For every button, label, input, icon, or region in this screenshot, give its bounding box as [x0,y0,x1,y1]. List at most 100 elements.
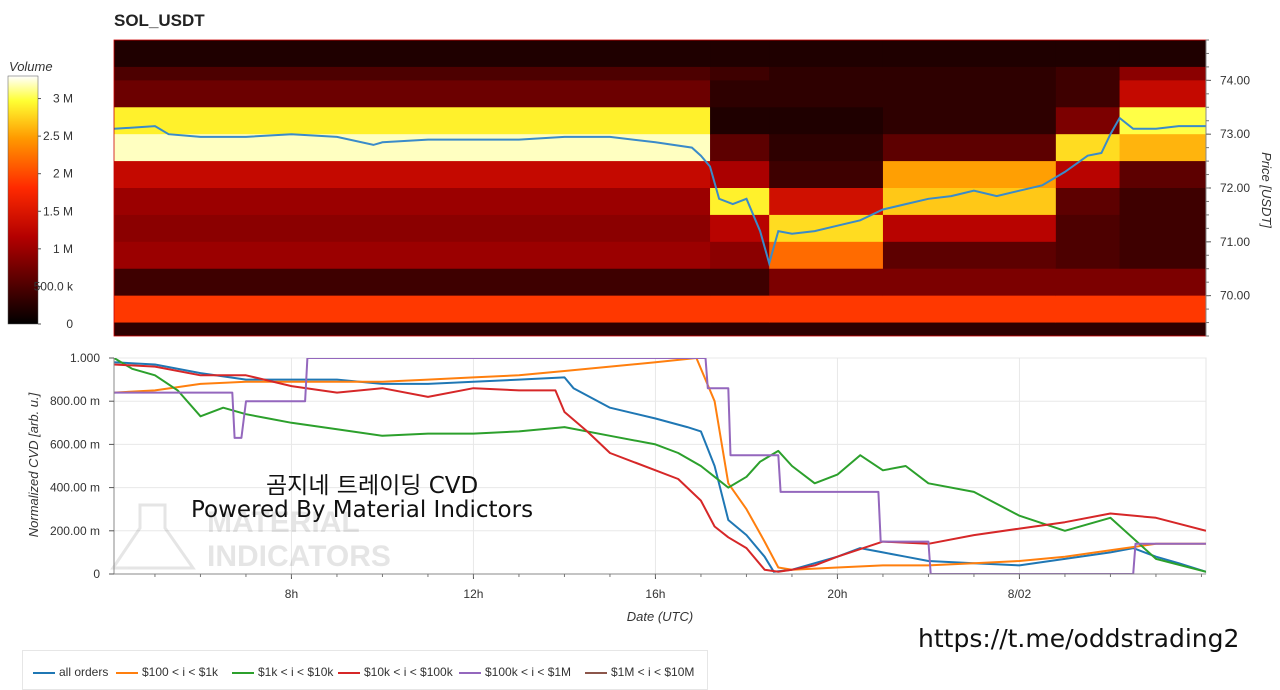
price-axis-tick-label: 71.00 [1220,235,1250,249]
telegram-link[interactable]: https://t.me/oddstrading2 [918,624,1240,653]
heatmap-cell [769,40,884,68]
heatmap-cell [114,40,711,68]
price-axis-tick-label: 70.00 [1220,289,1250,303]
heatmap-cell [1055,80,1121,108]
colorbar [7,75,39,325]
heatmap-cell [114,322,711,336]
cvd-y-tick-label: 800.00 m [50,394,100,408]
legend: all orders $100 < i < $1k $1k < i < $10k… [22,650,708,690]
cvd-grid [113,357,1207,575]
price-axis-tick-label: 72.00 [1220,181,1250,195]
material-indicators-logo: MATERIAL INDICATORS [110,503,391,573]
heatmap-cell [1055,161,1121,189]
heatmap-cell [114,214,711,243]
price-line [114,116,1206,267]
cvd-y-tick-label: 0 [93,567,100,581]
legend-item-1k-10k[interactable]: $1k < i < $10k [232,665,333,679]
legend-label: all orders [59,665,109,679]
heatmap-cell [1119,66,1206,81]
legend-item-100-1k[interactable]: $100 < i < $1k [116,665,218,679]
heatmap-cell [1055,107,1121,135]
heatmap-cell [1119,161,1206,189]
heatmap-cell [710,66,770,81]
legend-label: $10k < i < $100k [364,665,453,679]
heatmap-cell [882,66,1057,81]
colorbar-tick-label: 0 [66,317,73,331]
heatmap-cell [769,295,884,324]
heatmap-cell [769,241,884,270]
heatmap-cell [1119,80,1206,108]
legend-item-all-orders[interactable]: all orders [33,665,108,679]
heatmap-cell [710,80,770,108]
cvd-lines [114,358,1206,574]
heatmap-cell [710,134,770,162]
legend-label: $1k < i < $10k [258,665,334,679]
heatmap-cell [1119,241,1206,270]
cvd-series-line [114,358,1206,571]
heatmap-cell [1055,295,1121,324]
cvd-y-tick-label: 600.00 m [50,437,100,451]
legend-swatch [33,671,55,674]
heatmap-cell [114,134,711,162]
heatmap-cell [114,161,711,189]
legend-item-10k-100k[interactable]: $10k < i < $100k [338,665,453,679]
heatmap-cell [114,268,711,297]
heatmap-cell [769,107,884,135]
cvd-y-tick-label: 400.00 m [50,481,100,495]
cvd-x-tick-label: 8/02 [1008,587,1032,601]
price-axis-label: Price [USDT] [1259,152,1274,228]
colorbar-tick-label: 500.0 k [34,279,74,293]
heatmap-cell [114,107,711,135]
heatmap-cell [1119,107,1206,135]
cvd-series-line [114,358,1206,574]
heatmap-cell [710,107,770,135]
legend-swatch [338,671,360,674]
heatmap-cell [710,214,770,243]
heatmap [114,40,1206,336]
heatmap-cell [1119,268,1206,297]
legend-item-100k-1m[interactable]: $100k < i < $1M [459,665,571,679]
legend-label: $100k < i < $1M [485,665,572,679]
legend-swatch [585,671,607,674]
heatmap-cell [769,322,884,336]
cvd-axes: 1.000 800.00 m 600.00 m 400.00 m 200.00 m 0 8h… [50,351,1206,601]
heatmap-cell [710,241,770,270]
colorbar-ticks: 3 M 2.5 M 2 M 1.5 M 1 M 500.0 k 0 [34,92,74,331]
heatmap-cell [1055,40,1121,68]
cvd-x-tick-label: 20h [827,587,847,601]
heatmap-cell [1055,268,1121,297]
heatmap-cell [114,80,711,108]
cvd-x-axis-label: Date (UTC) [627,609,693,624]
cvd-y-axis-label: Normalized CVD [arb. u.] [26,392,41,537]
heatmap-cell [114,188,711,216]
colorbar-tick-label: 3 M [53,92,73,106]
heatmap-cell [882,80,1057,108]
price-axis-tick-label: 74.00 [1220,73,1250,87]
heatmap-cell [769,80,884,108]
heatmap-cell [1055,66,1121,81]
heatmap-cell [1119,40,1206,68]
heatmap-cell [882,107,1057,135]
heatmap-cell [710,161,770,189]
logo-text-2: INDICATORS [207,540,391,573]
heatmap-cell [1055,214,1121,243]
heatmap-cell [882,161,1057,189]
cvd-x-tick-label: 16h [645,587,665,601]
heatmap-cell [710,295,770,324]
logo-text-1: MATERIAL [207,506,360,539]
colorbar-tick-label: 2.5 M [43,129,73,143]
legend-item-1m-10m[interactable]: $1M < i < $10M [585,665,694,679]
legend-swatch [459,671,481,674]
heatmap-cell [882,134,1057,162]
colorbar-tick-label: 1.5 M [43,204,73,218]
colorbar-title: Volume [9,59,53,74]
heatmap-cell [882,268,1057,297]
legend-label: $100 < i < $1k [142,665,219,679]
colorbar-tick-label: 2 M [53,167,73,181]
watermark-line-1: 곰지네 트레이딩 CVD [266,473,479,499]
heatmap-cell [1119,214,1206,243]
heatmap-cell [882,241,1057,270]
heatmap-cell [882,295,1057,324]
heatmap-cell [1055,134,1121,162]
heatmap-cell [769,66,884,81]
